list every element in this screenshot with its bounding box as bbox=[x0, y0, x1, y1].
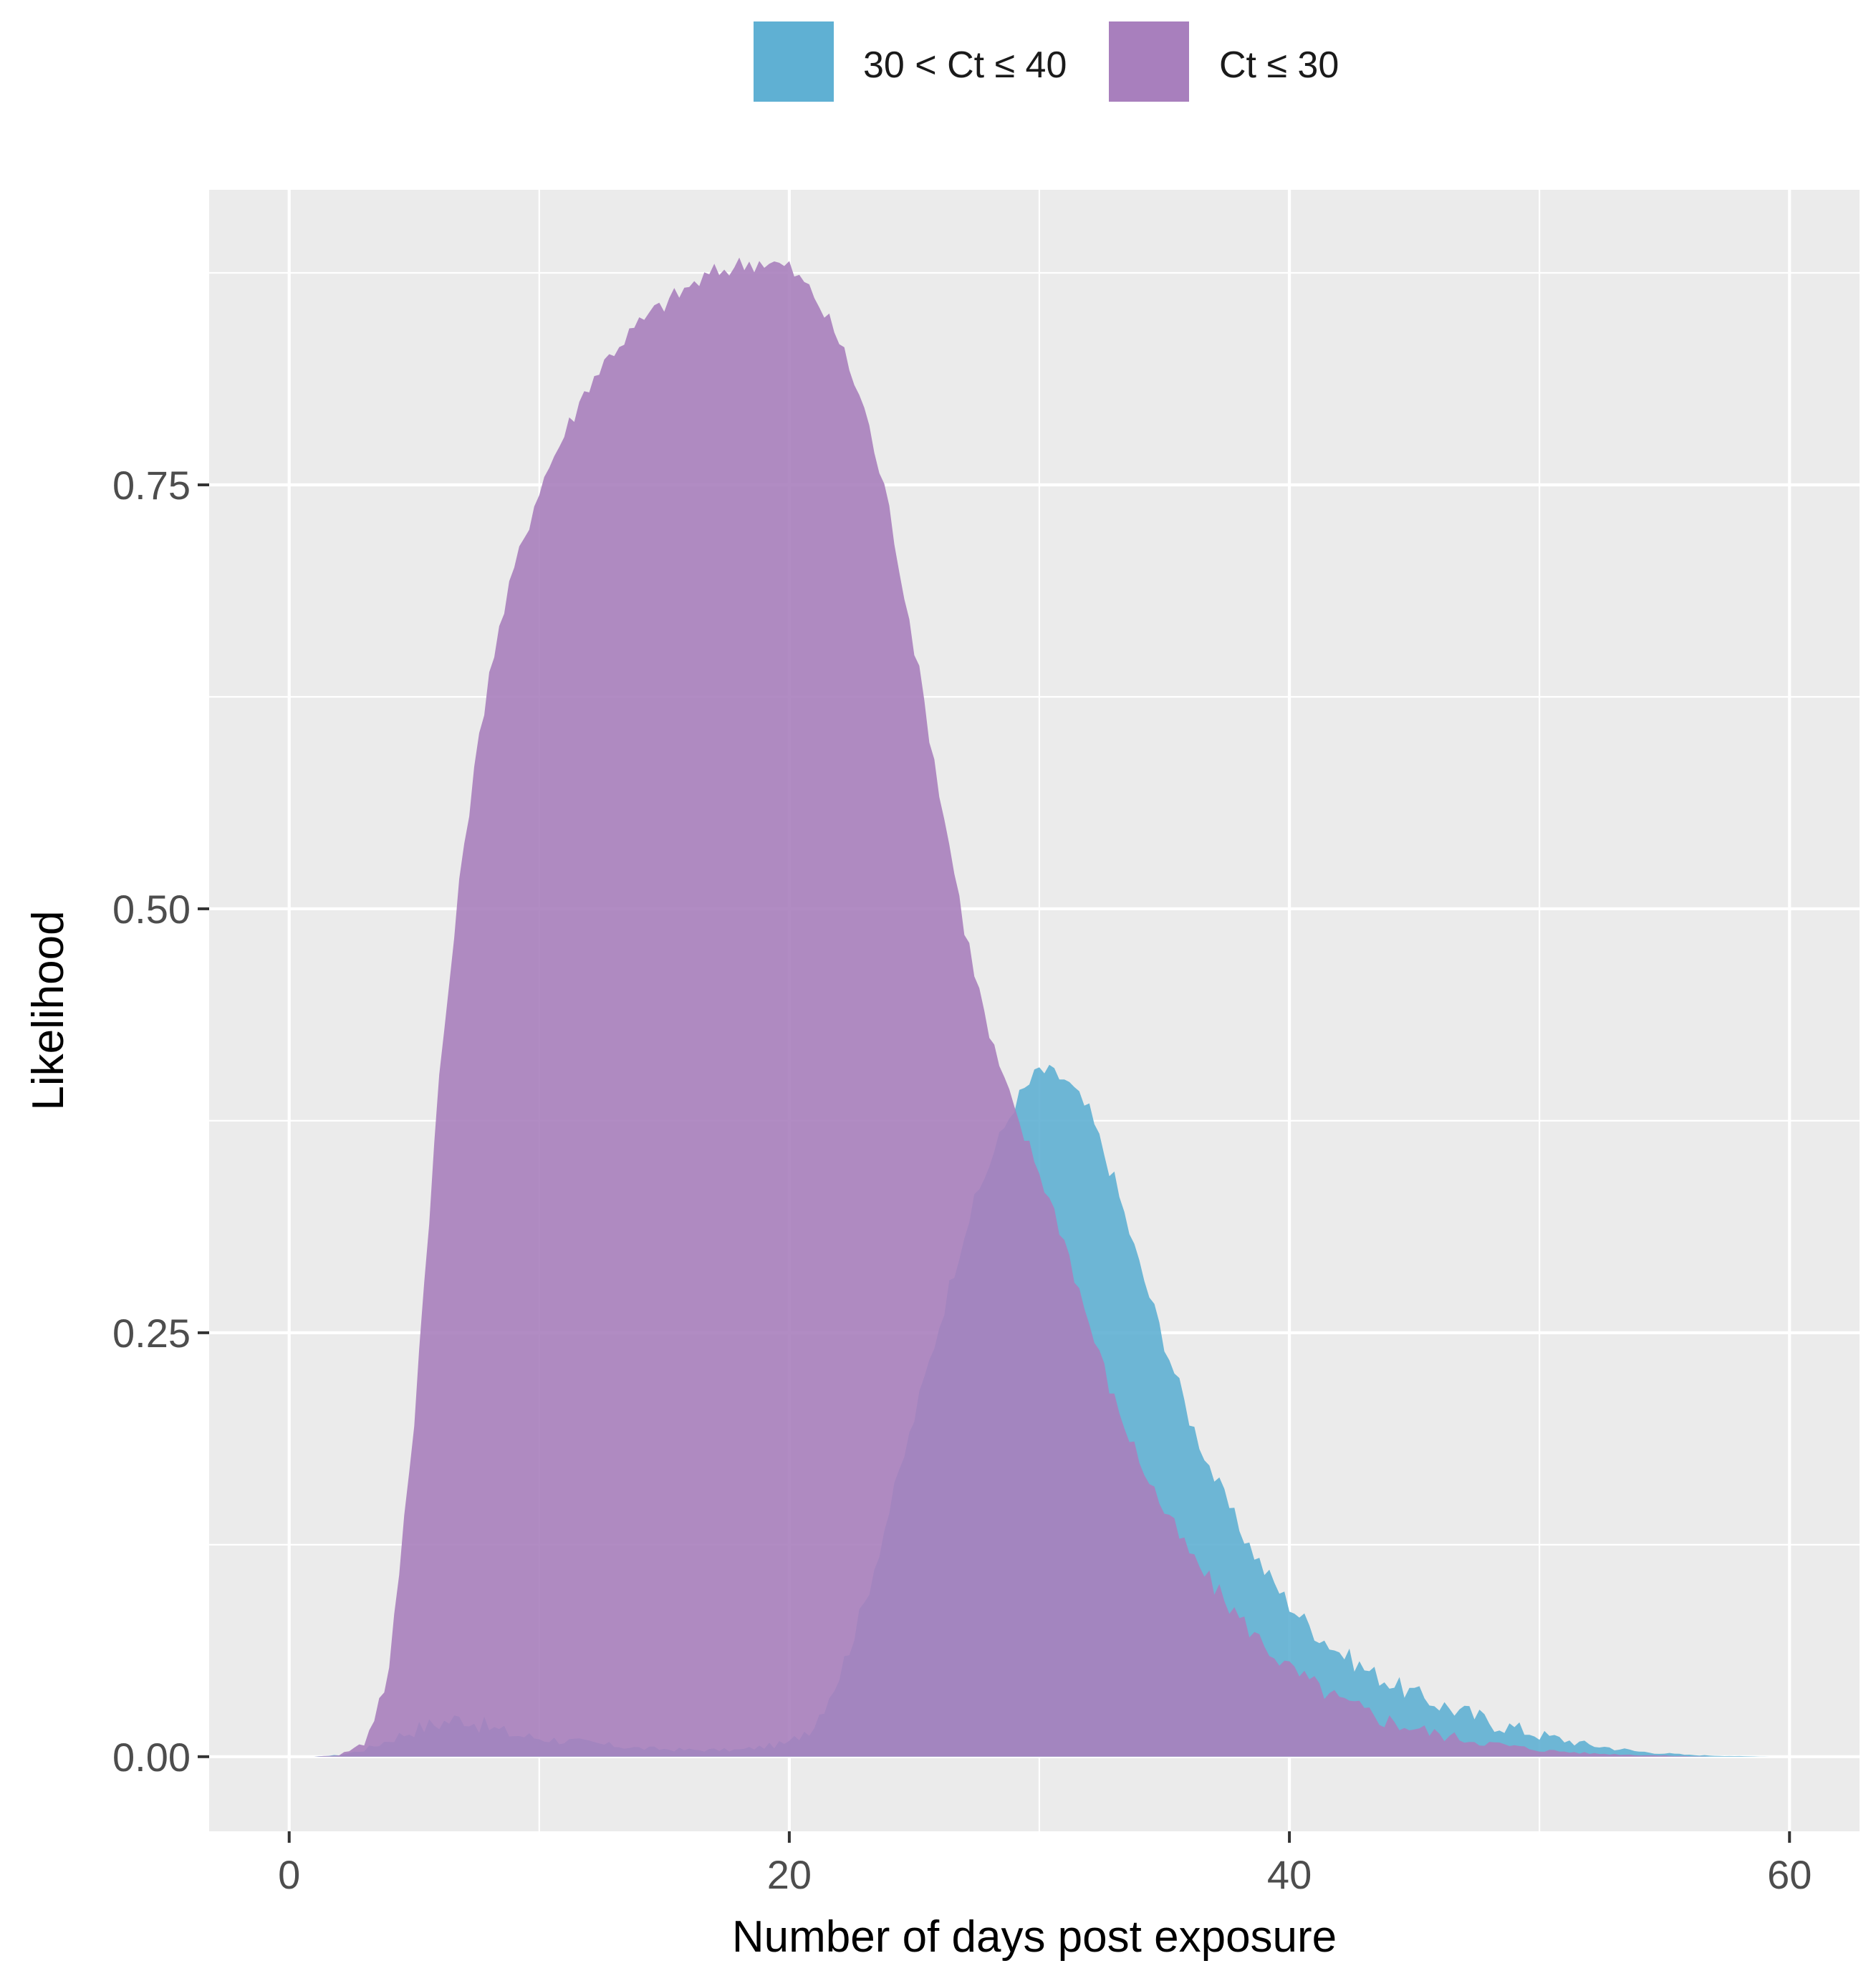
x-tick-label: 0 bbox=[278, 1852, 300, 1897]
y-tick-label: 0.25 bbox=[112, 1311, 191, 1356]
area-series-ct-30 bbox=[314, 257, 1715, 1757]
area-layers bbox=[314, 257, 1777, 1757]
y-axis: 0.00 0.25 0.50 0.75 bbox=[112, 463, 209, 1780]
x-tick-label: 20 bbox=[767, 1852, 812, 1897]
legend-label-30-ct-40: 30 < Ct ≤ 40 bbox=[863, 44, 1067, 86]
legend-label-ct-30: Ct ≤ 30 bbox=[1219, 44, 1339, 86]
y-tick-label: 0.50 bbox=[112, 887, 191, 932]
y-axis-title: Likelihood bbox=[24, 910, 73, 1110]
legend-key-30-ct-40 bbox=[754, 21, 834, 102]
x-tick-label: 40 bbox=[1267, 1852, 1312, 1897]
x-axis: 0 20 40 60 bbox=[278, 1831, 1812, 1897]
legend: 30 < Ct ≤ 40 Ct ≤ 30 bbox=[754, 21, 1339, 102]
x-tick-label: 60 bbox=[1767, 1852, 1812, 1897]
y-tick-label: 0.00 bbox=[112, 1735, 191, 1780]
legend-key-ct-30 bbox=[1109, 21, 1189, 102]
x-axis-title: Number of days post exposure bbox=[732, 1912, 1337, 1962]
y-tick-label: 0.75 bbox=[112, 463, 191, 508]
